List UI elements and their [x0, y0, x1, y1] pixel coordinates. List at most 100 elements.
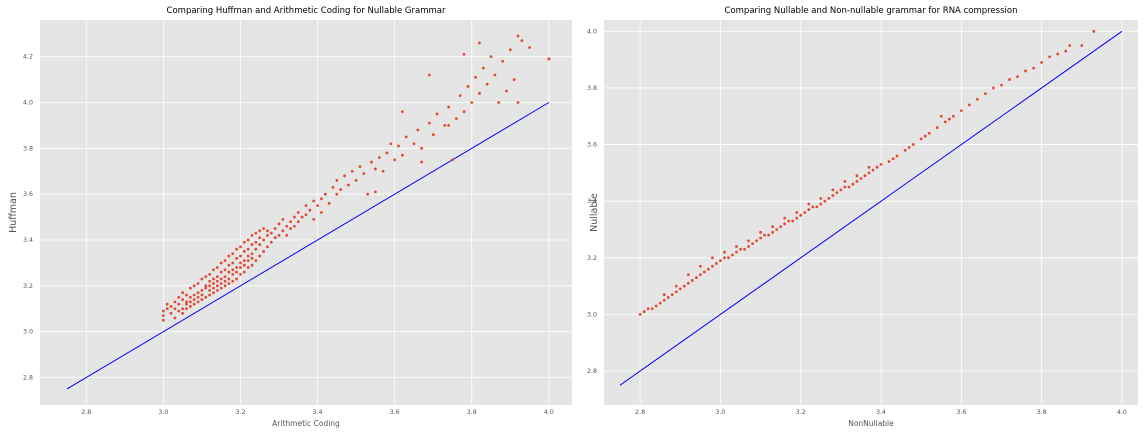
data-point [266, 229, 269, 233]
data-point [185, 307, 188, 311]
y-tick-label: 3.6 [587, 142, 597, 149]
data-point [711, 256, 714, 260]
data-point [339, 188, 343, 191]
data-point [1008, 78, 1011, 81]
data-point [851, 182, 855, 186]
data-point [254, 259, 258, 263]
data-point [239, 261, 242, 265]
y-tick-label: 3.2 [587, 255, 597, 262]
data-point [447, 105, 451, 109]
data-point [686, 281, 690, 285]
data-point [767, 233, 771, 237]
data-point [373, 167, 377, 171]
data-point [347, 183, 350, 187]
data-point [412, 142, 416, 146]
data-point [161, 314, 165, 318]
data-point [235, 266, 239, 269]
data-point [431, 133, 435, 136]
data-point [173, 307, 177, 311]
data-point [855, 179, 859, 183]
data-point [242, 263, 246, 267]
y-tick-label: 3.2 [23, 283, 33, 290]
data-point [895, 154, 899, 158]
data-point [827, 196, 831, 200]
data-point [358, 165, 362, 169]
data-point [807, 202, 811, 206]
data-point [204, 286, 208, 290]
data-point [719, 259, 722, 263]
data-point [173, 300, 177, 304]
data-point [811, 205, 815, 209]
data-point [650, 307, 654, 311]
data-point [706, 267, 710, 271]
data-point [231, 272, 235, 276]
data-point [296, 220, 300, 224]
data-point [227, 254, 231, 258]
data-point [208, 293, 212, 297]
data-point [262, 238, 265, 242]
data-point [258, 243, 262, 246]
data-point [200, 277, 204, 281]
x-tick-label: 3.6 [956, 409, 966, 416]
data-point [1080, 44, 1084, 47]
data-point [771, 230, 775, 234]
data-point [185, 302, 188, 306]
data-point [501, 59, 505, 63]
y-tick-label: 3.0 [23, 329, 33, 336]
x-tick-label: 2.8 [635, 409, 645, 416]
data-point [547, 57, 551, 61]
x-tick-label: 3.0 [715, 409, 725, 416]
data-point [177, 309, 181, 313]
data-point [427, 73, 431, 77]
data-point [196, 282, 200, 285]
data-point [181, 307, 185, 311]
data-point [404, 135, 408, 139]
data-point [470, 101, 474, 104]
data-point [362, 172, 366, 175]
data-point [923, 134, 927, 138]
data-point [258, 229, 262, 233]
data-point [478, 41, 481, 45]
data-point [239, 266, 242, 269]
data-point [702, 270, 706, 274]
data-point [250, 263, 254, 267]
data-point [177, 302, 181, 306]
data-point [215, 275, 219, 279]
data-point [323, 192, 327, 196]
data-point [235, 270, 239, 274]
data-point [239, 254, 242, 258]
data-point [215, 266, 219, 269]
x-tick-label: 2.8 [81, 409, 91, 416]
data-point [911, 143, 915, 146]
data-point [835, 191, 839, 195]
data-point [397, 144, 400, 148]
x-axis-label: Arithmetic Coding [272, 419, 340, 428]
data-point [223, 279, 227, 283]
data-point [743, 247, 746, 251]
data-point [212, 282, 215, 285]
data-point [254, 240, 258, 244]
data-point [254, 231, 258, 235]
data-point [300, 215, 304, 219]
data-point [208, 284, 212, 288]
data-point [823, 199, 827, 203]
data-point [188, 305, 192, 308]
data-point [992, 86, 995, 90]
data-point [185, 300, 188, 304]
data-point [787, 219, 791, 223]
data-point [293, 215, 296, 219]
data-point [959, 109, 963, 112]
data-point [927, 131, 931, 135]
chart-title: Comparing Huffman and Arithmetic Coding … [167, 6, 446, 16]
data-point [250, 234, 254, 237]
reference-line [66, 102, 550, 390]
y-tick-label: 3.8 [23, 145, 33, 152]
x-tick-label: 3.0 [158, 409, 168, 416]
data-point [385, 151, 389, 155]
data-point [289, 227, 292, 230]
data-point [1000, 83, 1003, 87]
data-point [867, 171, 871, 175]
chart-nullable-vs-nonnullable: 2.8 3.0 3.2 3.4 3.6 3.8 4.0 2.8 3.0 3.2 3.4 3.6 3.8 4… [587, 6, 1138, 428]
data-point [779, 225, 783, 229]
data-point [670, 293, 674, 296]
